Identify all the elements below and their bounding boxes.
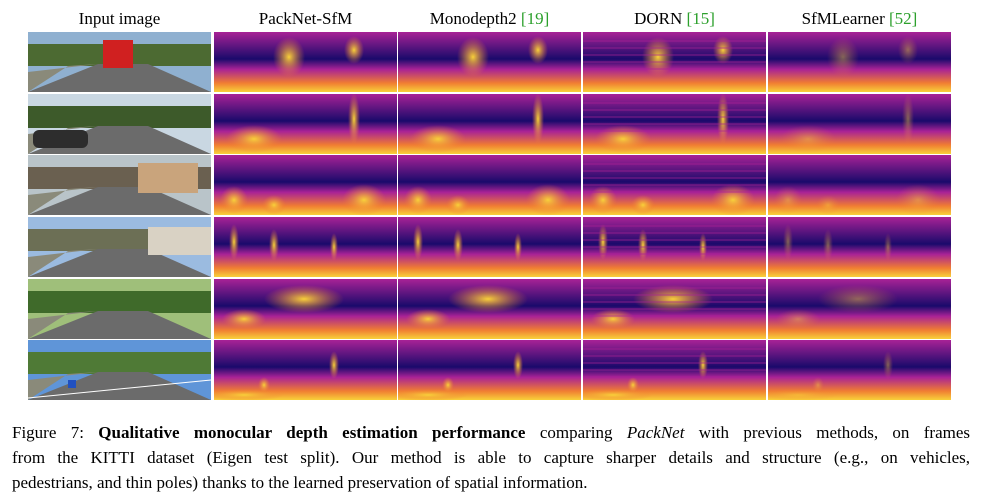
caption-line-3: pedestrians, and thin poles) thanks to t… <box>12 473 588 492</box>
depth-map-packnet-row-2 <box>214 94 397 154</box>
column-header-sfmlearner: SfMLearner [52] <box>801 9 918 28</box>
depth-map-monodepth2-row-3 <box>398 155 581 215</box>
input-image-row-4 <box>28 217 211 277</box>
column-header-monodepth2: Monodepth2 [19] <box>429 9 550 28</box>
depth-map-dorn-row-5 <box>583 279 766 339</box>
input-image-row-3 <box>28 155 211 215</box>
citation-link[interactable]: [15] <box>686 9 715 28</box>
depth-map-sfmlearner-row-3 <box>768 155 951 215</box>
citation-link[interactable]: [52] <box>889 9 918 28</box>
depth-map-packnet-row-1 <box>214 32 397 92</box>
depth-map-sfmlearner-row-1 <box>768 32 951 92</box>
depth-map-sfmlearner-row-6 <box>768 340 951 400</box>
caption-line-1: Figure 7: Qualitative monocular depth es… <box>12 423 970 442</box>
column-header-input: Input image <box>78 9 161 28</box>
input-image-row-6 <box>28 340 211 400</box>
depth-map-packnet-row-3 <box>214 155 397 215</box>
depth-map-packnet-row-5 <box>214 279 397 339</box>
citation-link[interactable]: [19] <box>520 9 550 28</box>
input-image-row-2 <box>28 94 211 154</box>
depth-map-sfmlearner-row-2 <box>768 94 951 154</box>
depth-map-sfmlearner-row-5 <box>768 279 951 339</box>
depth-map-dorn-row-1 <box>583 32 766 92</box>
figure-7: Input image PackNet-SfM Monodepth2 [19] … <box>28 9 951 400</box>
depth-map-dorn-row-6 <box>583 340 766 400</box>
depth-map-dorn-row-4 <box>583 217 766 277</box>
figure-caption: Figure 7: Qualitative monocular depth es… <box>12 420 970 495</box>
depth-map-monodepth2-row-4 <box>398 217 581 277</box>
input-image-row-1 <box>28 32 211 92</box>
input-image-row-5 <box>28 279 211 339</box>
depth-map-monodepth2-row-6 <box>398 340 581 400</box>
depth-map-sfmlearner-row-4 <box>768 217 951 277</box>
depth-map-monodepth2-row-1 <box>398 32 581 92</box>
depth-map-packnet-row-4 <box>214 217 397 277</box>
column-header-packnet: PackNet-SfM <box>258 9 353 28</box>
depth-map-dorn-row-3 <box>583 155 766 215</box>
depth-map-monodepth2-row-5 <box>398 279 581 339</box>
depth-map-dorn-row-2 <box>583 94 766 154</box>
depth-map-packnet-row-6 <box>214 340 397 400</box>
column-header-dorn: DORN [15] <box>634 9 715 28</box>
depth-map-monodepth2-row-2 <box>398 94 581 154</box>
caption-line-2: from the KITTI dataset (Eigen test split… <box>12 448 970 467</box>
